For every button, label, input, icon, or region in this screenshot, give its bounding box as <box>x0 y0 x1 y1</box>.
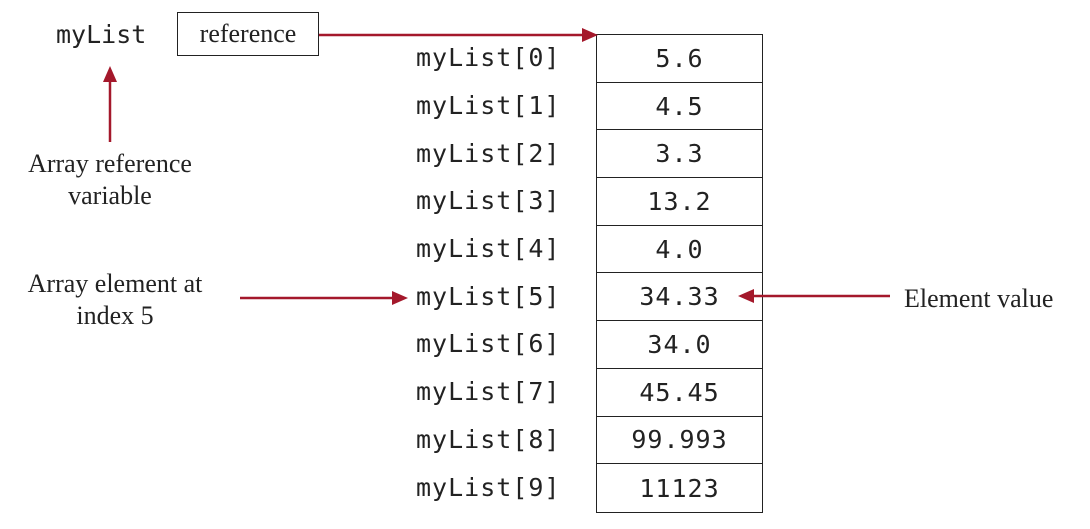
label-line: variable <box>68 181 152 210</box>
array-cell: 34.0 <box>597 321 762 369</box>
index-label: myList[9] <box>416 472 561 502</box>
reference-arrow-head <box>582 28 598 42</box>
label-line: index 5 <box>76 301 154 330</box>
array-cell: 3.3 <box>597 130 762 179</box>
array-cell: 45.45 <box>597 369 762 417</box>
array-cell: 5.6 <box>597 35 762 83</box>
element-index-arrow-head <box>392 291 408 305</box>
array-cell: 4.5 <box>597 83 762 131</box>
label-line: Array element at <box>27 269 203 298</box>
index-label: myList[3] <box>416 186 561 216</box>
reference-box: reference <box>177 12 319 56</box>
element-value-label: Element value <box>904 284 1054 313</box>
variable-name: myList <box>56 20 147 49</box>
array-table: 5.6 4.5 3.3 13.2 4.0 34.33 34.0 45.45 99… <box>596 34 763 513</box>
array-cell: 11123 <box>639 473 720 503</box>
label-line: Array reference <box>28 149 192 178</box>
reference-variable-arrow-head <box>103 66 117 82</box>
index-label: myList[6] <box>416 329 561 359</box>
index-label: myList[5] <box>416 281 561 311</box>
index-label: myList[0] <box>416 43 561 73</box>
index-label: myList[2] <box>416 138 561 168</box>
array-cell: 13.2 <box>597 178 762 226</box>
array-reference-variable-label: Array reference variable <box>10 148 210 212</box>
array-cell: 99.993 <box>597 417 762 465</box>
index-label: myList[4] <box>416 234 561 264</box>
index-label: myList[7] <box>416 377 561 407</box>
element-value-arrow-head <box>738 289 754 303</box>
index-label: myList[1] <box>416 91 561 121</box>
array-cell: 4.0 <box>597 226 762 274</box>
index-labels: myList[0] myList[1] myList[2] myList[3] … <box>416 34 586 511</box>
array-cell: 34.33 <box>597 273 762 322</box>
array-element-at-index-label: Array element at index 5 <box>5 268 225 332</box>
index-label: myList[8] <box>416 424 561 454</box>
